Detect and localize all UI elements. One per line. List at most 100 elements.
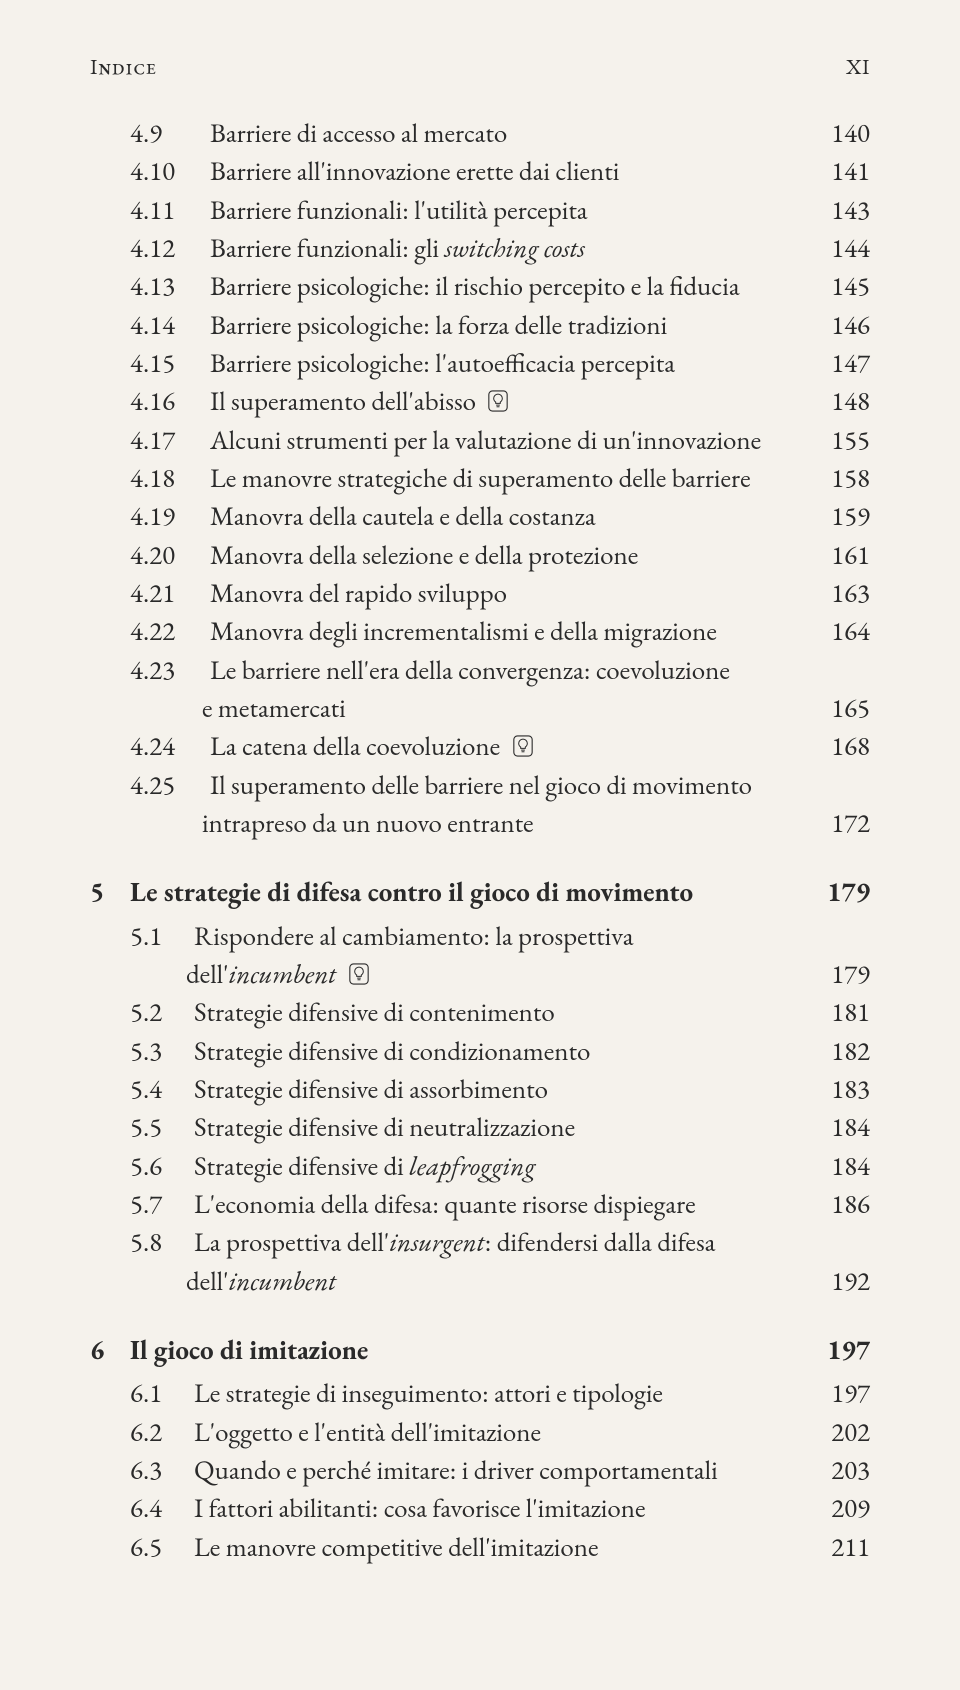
section-page: 211: [792, 1529, 870, 1567]
section-number: 4.20: [130, 537, 210, 575]
page: Indice XI 4.9Barriere di accesso al merc…: [0, 0, 960, 1690]
section-page: 147: [792, 345, 870, 383]
section-title: I fattori abilitanti: cosa favorisce l'i…: [194, 1490, 646, 1528]
running-head-left: Indice: [90, 52, 157, 81]
section-number: 5.1: [130, 918, 194, 956]
section-number: 5.7: [130, 1186, 194, 1224]
section-number: 4.16: [130, 383, 210, 421]
running-head: Indice XI: [90, 52, 870, 81]
section-page: 179: [792, 956, 870, 994]
toc-entry: 5.1Rispondere al cambiamento: la prospet…: [130, 918, 870, 956]
section-number: 5.2: [130, 994, 194, 1032]
toc-entry: 4.23Le barriere nell'era della convergen…: [130, 652, 870, 690]
toc-entry-continuation: intrapreso da un nuovo entrante172: [130, 805, 870, 843]
chapter-num-spacer: [90, 115, 130, 843]
section-number: 5.3: [130, 1033, 194, 1071]
section-page: 143: [792, 192, 870, 230]
toc-entry: 6.4I fattori abilitanti: cosa favorisce …: [130, 1490, 870, 1528]
toc-entry-left: 4.22Manovra degli incrementalismi e dell…: [130, 613, 792, 651]
toc-entry-left: 4.25Il superamento delle barriere nel gi…: [130, 767, 870, 805]
toc-entry-left: e metamercati: [130, 690, 792, 728]
toc-entry: 4.19Manovra della cautela e della costan…: [130, 498, 870, 536]
lightbulb-icon: [487, 387, 509, 413]
toc-entry-left: 4.17Alcuni strumenti per la valutazione …: [130, 422, 792, 460]
section-number: 4.18: [130, 460, 210, 498]
toc-entry-left: 5.3Strategie difensive di condizionament…: [130, 1033, 792, 1071]
toc-entry: 4.15Barriere psicologiche: l'autoefficac…: [130, 345, 870, 383]
section-page: 140: [792, 115, 870, 153]
toc-entry-continuation: e metamercati165: [130, 690, 870, 728]
section-title: Rispondere al cambiamento: la prospettiv…: [194, 918, 633, 956]
section-page: 172: [792, 805, 870, 843]
toc-entry: 5.3Strategie difensive di condizionament…: [130, 1033, 870, 1071]
toc-entry: 4.11Barriere funzionali: l'utilità perce…: [130, 192, 870, 230]
section-page: 164: [792, 613, 870, 651]
section-title-continuation: dell'incumbent: [130, 956, 370, 994]
toc-entry-left: 4.9Barriere di accesso al mercato: [130, 115, 792, 153]
toc-entry-left: dell'incumbent: [130, 1263, 792, 1301]
toc-entry-left: 6.5Le manovre competitive dell'imitazion…: [130, 1529, 792, 1567]
toc-entry: 4.24La catena della coevoluzione 168: [130, 728, 870, 766]
section-title: Le manovre strategiche di superamento de…: [210, 460, 751, 498]
section-title-continuation: dell'incumbent: [130, 1263, 336, 1301]
section-number: 4.22: [130, 613, 210, 651]
toc-entry: 5.8La prospettiva dell'insurgent: difend…: [130, 1224, 870, 1262]
toc-entry: 4.18Le manovre strategiche di superament…: [130, 460, 870, 498]
toc-entry-left: 5.6Strategie difensive di leapfrogging: [130, 1148, 792, 1186]
toc-entry-left: 4.13Barriere psicologiche: il rischio pe…: [130, 268, 792, 306]
toc-entry-left: 4.14Barriere psicologiche: la forza dell…: [130, 307, 792, 345]
chapter-5-title-row: Le strategie di difesa contro il gioco d…: [130, 875, 870, 911]
section-title: Strategie difensive di condizionamento: [194, 1033, 590, 1071]
toc-entry-left: 4.21Manovra del rapido sviluppo: [130, 575, 792, 613]
section-title: Barriere di accesso al mercato: [210, 115, 507, 153]
chapter-5-block: 5 Le strategie di difesa contro il gioco…: [90, 875, 870, 1301]
toc-entry-left: 5.8La prospettiva dell'insurgent: difend…: [130, 1224, 870, 1262]
toc-entry-left: 6.4I fattori abilitanti: cosa favorisce …: [130, 1490, 792, 1528]
toc-entry: 4.25Il superamento delle barriere nel gi…: [130, 767, 870, 805]
toc-entry-left: 4.20Manovra della selezione e della prot…: [130, 537, 792, 575]
section-title: Alcuni strumenti per la valutazione di u…: [210, 422, 761, 460]
toc-entry-left: 4.19Manovra della cautela e della costan…: [130, 498, 792, 536]
section-title: Barriere psicologiche: la forza delle tr…: [210, 307, 667, 345]
section-page: 146: [792, 307, 870, 345]
section-number: 5.6: [130, 1148, 194, 1186]
toc-entry: 5.4Strategie difensive di assorbimento18…: [130, 1071, 870, 1109]
toc-entry: 4.10Barriere all'innovazione erette dai …: [130, 153, 870, 191]
chapter-6-body: Il gioco di imitazione 197 6.1Le strateg…: [130, 1333, 870, 1567]
section-number: 4.14: [130, 307, 210, 345]
section-number: 4.21: [130, 575, 210, 613]
section-number: 4.10: [130, 153, 210, 191]
toc-entry: 4.21Manovra del rapido sviluppo163: [130, 575, 870, 613]
section-title: Il superamento delle barriere nel gioco …: [210, 767, 752, 805]
toc-entry-left: 5.5Strategie difensive di neutralizzazio…: [130, 1109, 792, 1147]
section-page: 202: [792, 1414, 870, 1452]
chapter-6-page: 197: [792, 1333, 870, 1369]
section-page: 158: [792, 460, 870, 498]
section-title: Strategie difensive di contenimento: [194, 994, 555, 1032]
toc-entry-left: 4.12Barriere funzionali: gli switching c…: [130, 230, 792, 268]
section-title: Barriere psicologiche: l'autoefficacia p…: [210, 345, 675, 383]
section-number: 4.19: [130, 498, 210, 536]
section-number: 4.23: [130, 652, 210, 690]
section-title: La prospettiva dell'insurgent: difenders…: [194, 1224, 715, 1262]
toc-entry: 4.14Barriere psicologiche: la forza dell…: [130, 307, 870, 345]
section-number: 4.12: [130, 230, 210, 268]
section-title: Barriere funzionali: l'utilità percepita: [210, 192, 588, 230]
toc-entry-left: 4.11Barriere funzionali: l'utilità perce…: [130, 192, 792, 230]
section-number: 5.5: [130, 1109, 194, 1147]
chapter-5-page: 179: [792, 875, 870, 911]
section-title: L'oggetto e l'entità dell'imitazione: [194, 1414, 541, 1452]
section-title: Barriere all'innovazione erette dai clie…: [210, 153, 619, 191]
chapter-5-body: Le strategie di difesa contro il gioco d…: [130, 875, 870, 1301]
chapter-5-number: 5: [90, 875, 130, 1301]
toc-entry: 4.22Manovra degli incrementalismi e dell…: [130, 613, 870, 651]
section-number: 6.2: [130, 1414, 194, 1452]
section-title-continuation: e metamercati: [130, 690, 346, 728]
section-page: 144: [792, 230, 870, 268]
section-page: 155: [792, 422, 870, 460]
section-page: 184: [792, 1148, 870, 1186]
toc-entry: 6.1Le strategie di inseguimento: attori …: [130, 1375, 870, 1413]
chapter-6-block: 6 Il gioco di imitazione 197 6.1Le strat…: [90, 1333, 870, 1567]
chapter-6-title-row: Il gioco di imitazione 197: [130, 1333, 870, 1369]
section-page: 159: [792, 498, 870, 536]
